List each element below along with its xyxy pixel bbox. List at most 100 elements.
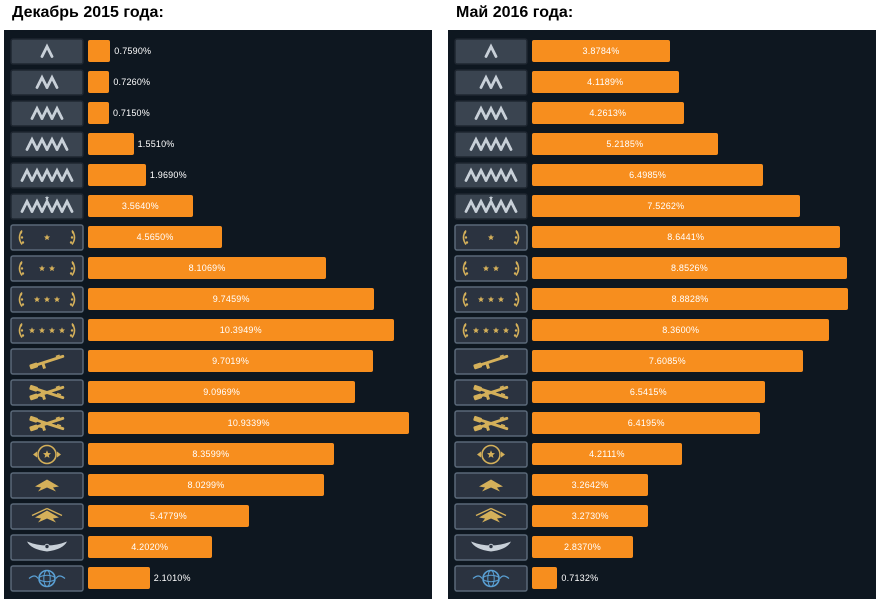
gold-nova-master-icon (10, 317, 84, 344)
rank-row: 4.1189% (454, 67, 870, 97)
silver-4-icon (454, 131, 528, 158)
bar-track: 10.9339% (88, 412, 426, 434)
percentage-bar: 10.9339% (88, 412, 409, 434)
percentage-label: 8.6441% (667, 232, 704, 242)
supreme-icon (10, 534, 84, 561)
global-elite-icon (454, 565, 528, 592)
dmg-icon (454, 441, 528, 468)
bar-track: 8.6441% (532, 226, 870, 248)
percentage-label: 7.5262% (647, 201, 684, 211)
silver-1-icon (454, 38, 528, 65)
rank-distribution-chart: 0.7590% 0.7260% 0.7150% 1.5510% 1.9690% … (4, 30, 432, 599)
silver-3-icon (454, 100, 528, 127)
bar-track: 6.4985% (532, 164, 870, 186)
percentage-label: 9.0969% (203, 387, 240, 397)
percentage-label: 9.7459% (213, 294, 250, 304)
percentage-label: 6.4985% (629, 170, 666, 180)
rank-row: 4.2020% (10, 532, 426, 562)
percentage-label: 4.2020% (131, 542, 168, 552)
bar-track: 3.2730% (532, 505, 870, 527)
rank-row: 0.7260% (10, 67, 426, 97)
percentage-bar: 4.2111% (532, 443, 682, 465)
bar-track: 8.8526% (532, 257, 870, 279)
percentage-bar: 6.5415% (532, 381, 765, 403)
rank-row: 6.4985% (454, 160, 870, 190)
rank-row: 8.3599% (10, 439, 426, 469)
percentage-bar: 1.9690% (88, 164, 146, 186)
le-icon (454, 472, 528, 499)
rank-row: 3.8784% (454, 36, 870, 66)
silver-2-icon (10, 69, 84, 96)
mg-elite-icon (10, 410, 84, 437)
bar-track: 10.3949% (88, 319, 426, 341)
percentage-label: 0.7132% (561, 573, 598, 583)
gold-nova-2-icon (10, 255, 84, 282)
dmg-icon (10, 441, 84, 468)
percentage-label: 5.4779% (150, 511, 187, 521)
rank-row: 8.8828% (454, 284, 870, 314)
column-may-2016: Май 2016 года: 3.8784% 4.1189% 4.2613% 5… (448, 0, 876, 599)
gold-nova-1-icon (10, 224, 84, 251)
rank-row: 1.5510% (10, 129, 426, 159)
gold-nova-3-icon (454, 286, 528, 313)
percentage-label: 5.2185% (606, 139, 643, 149)
mg-2-icon (454, 379, 528, 406)
rank-row: 8.3600% (454, 315, 870, 345)
bar-track: 3.2642% (532, 474, 870, 496)
percentage-label: 6.5415% (630, 387, 667, 397)
bar-track: 6.4195% (532, 412, 870, 434)
percentage-bar: 0.7260% (88, 71, 109, 93)
percentage-bar: 6.4195% (532, 412, 760, 434)
gold-nova-3-icon (10, 286, 84, 313)
percentage-label: 3.2730% (572, 511, 609, 521)
bar-track: 8.1069% (88, 257, 426, 279)
percentage-bar: 8.8828% (532, 288, 848, 310)
bar-track: 0.7150% (88, 102, 426, 124)
percentage-bar: 2.8370% (532, 536, 633, 558)
rank-row: 10.3949% (10, 315, 426, 345)
percentage-label: 2.1010% (154, 573, 191, 583)
percentage-label: 8.8828% (672, 294, 709, 304)
percentage-bar: 3.5640% (88, 195, 193, 217)
percentage-label: 6.4195% (628, 418, 665, 428)
percentage-bar: 8.3600% (532, 319, 829, 341)
rank-row: 7.6085% (454, 346, 870, 376)
rank-row: 0.7132% (454, 563, 870, 593)
rank-row: 9.7019% (10, 346, 426, 376)
rank-row: 8.1069% (10, 253, 426, 283)
mg-2-icon (10, 379, 84, 406)
bar-track: 6.5415% (532, 381, 870, 403)
column-dec-2015: Декабрь 2015 года: 0.7590% 0.7260% 0.715… (4, 0, 432, 599)
percentage-label: 8.0299% (188, 480, 225, 490)
percentage-bar: 4.2020% (88, 536, 212, 558)
percentage-bar: 5.2185% (532, 133, 718, 155)
rank-row: 3.5640% (10, 191, 426, 221)
percentage-label: 1.5510% (138, 139, 175, 149)
rank-row: 4.2613% (454, 98, 870, 128)
percentage-bar: 3.8784% (532, 40, 670, 62)
percentage-bar: 0.7590% (88, 40, 110, 62)
percentage-bar: 1.5510% (88, 133, 134, 155)
percentage-bar: 8.6441% (532, 226, 840, 248)
percentage-bar: 3.2730% (532, 505, 648, 527)
mg-elite-icon (454, 410, 528, 437)
percentage-label: 0.7150% (113, 108, 150, 118)
bar-track: 9.7019% (88, 350, 426, 372)
silver-3-icon (10, 100, 84, 127)
percentage-bar: 0.7132% (532, 567, 557, 589)
bar-track: 5.2185% (532, 133, 870, 155)
percentage-label: 10.3949% (220, 325, 262, 335)
gold-nova-1-icon (454, 224, 528, 251)
percentage-bar: 4.1189% (532, 71, 679, 93)
bar-track: 4.2111% (532, 443, 870, 465)
silver-elite-master-icon (454, 193, 528, 220)
gold-nova-2-icon (454, 255, 528, 282)
rank-row: 8.0299% (10, 470, 426, 500)
chart-title: Декабрь 2015 года: (12, 4, 432, 22)
rank-row: 6.4195% (454, 408, 870, 438)
percentage-bar: 8.8526% (532, 257, 847, 279)
mg-1-icon (10, 348, 84, 375)
bar-track: 4.5650% (88, 226, 426, 248)
percentage-label: 4.2613% (589, 108, 626, 118)
rank-row: 4.2111% (454, 439, 870, 469)
